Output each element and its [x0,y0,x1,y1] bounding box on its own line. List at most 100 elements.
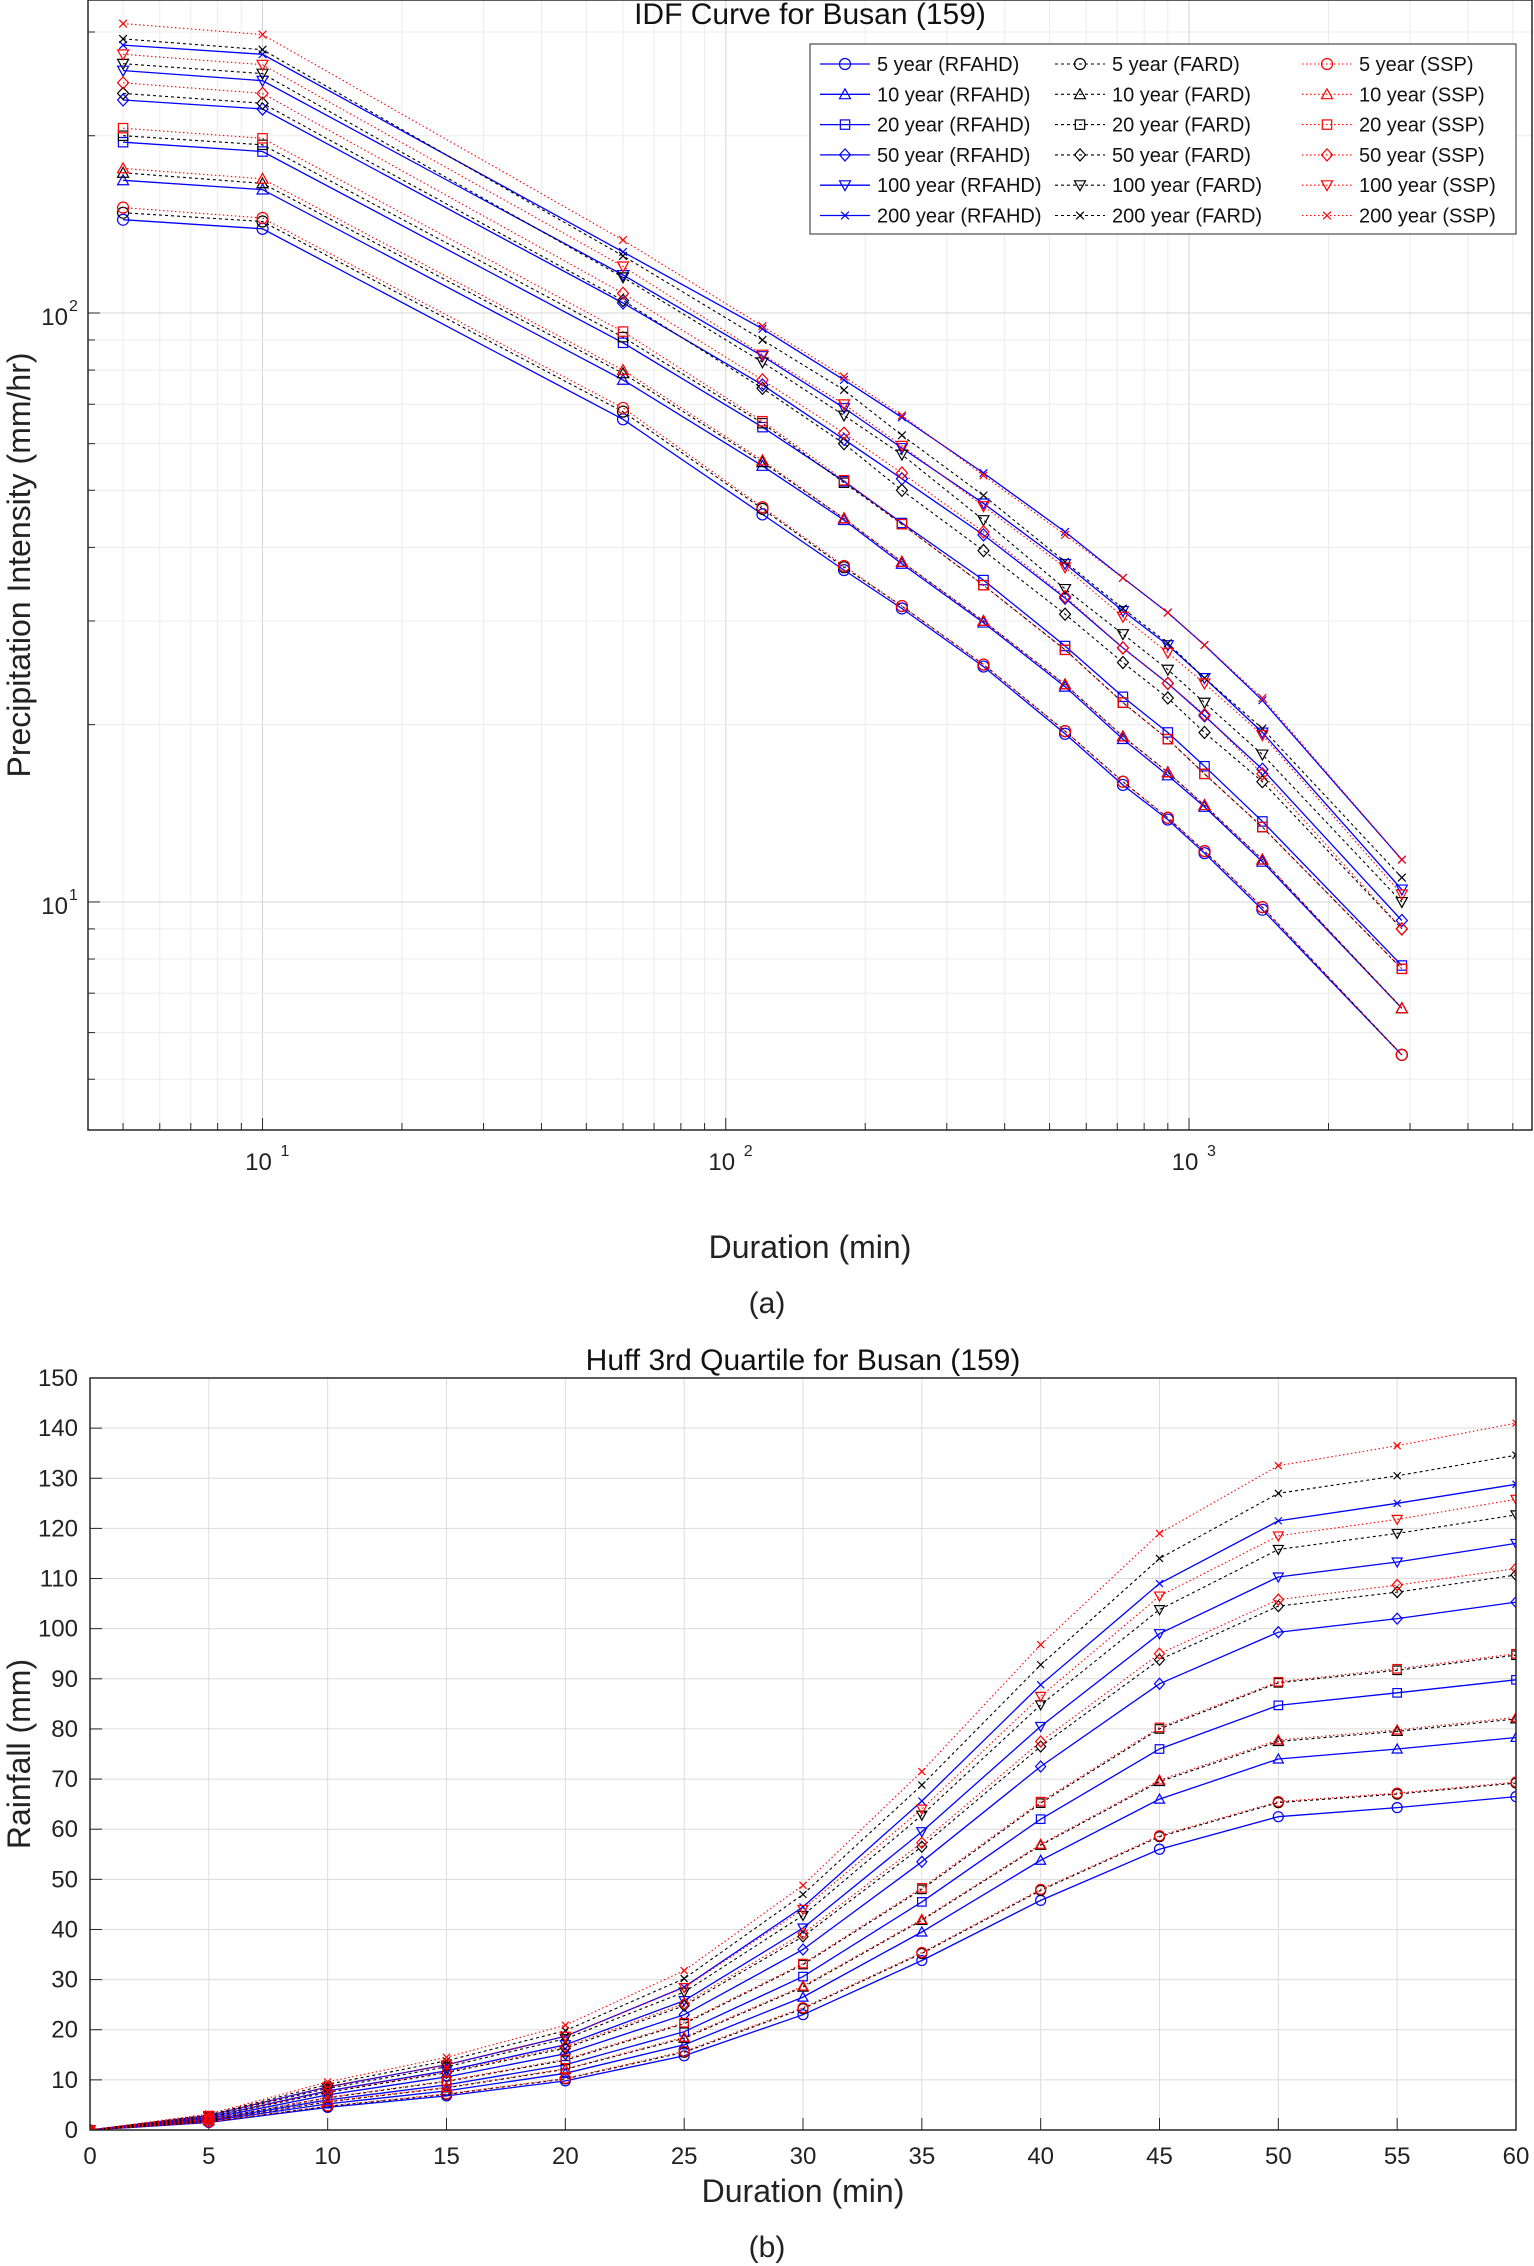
huff-data-point [1392,1663,1403,1674]
huff-data-point [678,1997,690,2011]
huff-data-point [1035,1883,1047,1895]
huff-data-point [917,1797,926,1806]
huff-data-point [90,2126,94,2130]
huff-data-point [1272,1599,1285,1613]
idf-data-point [1058,725,1072,738]
idf-data-point [1060,530,1070,540]
huff-data-point [561,2021,570,2030]
huff-x-tick-label: 55 [1384,2143,1411,2170]
idf-series-line [123,53,1403,895]
idf-data-point [1258,696,1267,705]
idf-data-point [897,431,907,440]
huff-y-tick-label: 120 [38,1515,78,1542]
idf-y-axis-label: Precipitation Intensity (mm/hr) [1,352,37,777]
legend-marker [1320,147,1334,162]
huff-x-tick-labels: 0 5 10 15 20 25 30 35 40 45 50 55 60 [83,2143,1529,2170]
idf-data-point [616,293,630,308]
idf-data-point [755,453,769,466]
idf-data-point [897,411,907,420]
idf-series-line [123,212,1403,1056]
huff-x-tick-label: 10 [314,2143,341,2170]
legend-item: 10 year (FARD) [1055,84,1251,106]
tick-base: 10 [41,893,68,920]
huff-x-tick-label: 30 [790,2143,817,2170]
idf-data-point [118,40,128,50]
huff-data-point [1153,1629,1166,1640]
idf-data-point [117,130,129,141]
huff-data-point [1273,1700,1284,1711]
huff-data-point [1391,1802,1403,1814]
huff-data-point [916,1897,927,1907]
legend-item: 200 year (SSP) [1302,206,1496,228]
idf-data-point [116,201,130,214]
idf-data-point [976,498,991,511]
idf-data-point [1395,896,1409,909]
idf-data-point [837,402,851,415]
idf-data-point [977,658,990,671]
huff-data-point [1510,1562,1516,1575]
idf-data-point [118,19,128,28]
idf-data-point [1058,679,1072,692]
idf-data-point [256,172,270,184]
idf-data-point [838,474,850,486]
huff-series-line [90,1782,1516,2130]
idf-data-point [618,235,628,245]
huff-data-point [915,1804,928,1816]
huff-data-point [203,2116,215,2128]
huff-data-point [1509,1494,1516,1506]
idf-series-line [123,63,1403,903]
huff-y-tick-label: 40 [51,1916,78,1943]
idf-data-point [256,96,269,111]
legend: 5 year (RFAHD) 10 year (RFAHD) 20 year (RF… [809,43,1517,235]
idf-data-point [756,372,769,387]
huff-data-point [1509,1712,1516,1724]
idf-data-point [258,30,267,39]
huff-data-point [796,1979,810,1991]
huff-axes-box [89,1377,1517,2131]
idf-data-point [839,385,849,395]
huff-data-point [1154,1744,1165,1754]
tick-exponent: 2 [69,298,78,315]
huff-data-point [1153,1605,1166,1616]
huff-data-point [678,2008,690,2022]
huff-data-point [1512,1451,1516,1460]
idf-data-point [1198,725,1211,740]
idf-data-point [1197,798,1212,811]
idf-data-point [757,415,768,427]
idf-data-point [1395,921,1409,936]
huff-data-point [796,1910,810,1922]
huff-data-point [797,2009,809,2021]
idf-data-point [895,483,909,498]
legend-marker [838,180,852,192]
idf-data-point [1255,852,1269,865]
idf-data-point [617,331,629,343]
idf-data-point [1116,775,1130,788]
huff-y-tick-label: 150 [38,1365,78,1392]
idf-data-point [837,410,851,423]
huff-data-point [916,1836,928,1850]
idf-data-point [1116,611,1130,624]
huff-chart: 0 5 10 15 20 25 30 35 40 45 50 55 60 0 10 20 30 40 50 60 70… [1,1344,1529,2264]
huff-data-point [321,2085,334,2098]
huff-data-point [1391,1528,1404,1540]
idf-data-point [116,93,130,107]
idf-data-point [1397,855,1407,864]
idf-series-group [117,122,1408,975]
huff-series-line [90,1716,1516,2130]
idf-data-point [1255,730,1269,742]
legend-label: 50 year (RFAHD) [877,145,1030,167]
idf-data-point [978,579,989,591]
legend-label: 200 year (RFAHD) [877,206,1042,228]
idf-data-point [756,381,769,396]
legend-label: 50 year (FARD) [1112,145,1251,167]
legend-marker [839,119,851,130]
huff-data-point [440,2088,453,2100]
idf-data-point [1162,727,1174,738]
idf-x-axis-label: Duration (min) [709,1229,912,1265]
idf-data-point [897,413,907,422]
idf-data-point [117,122,129,134]
huff-data-point [1272,1572,1285,1584]
idf-data-point [116,213,130,226]
huff-x-tick-label: 50 [1265,2143,1292,2170]
huff-data-point [1272,1531,1285,1543]
